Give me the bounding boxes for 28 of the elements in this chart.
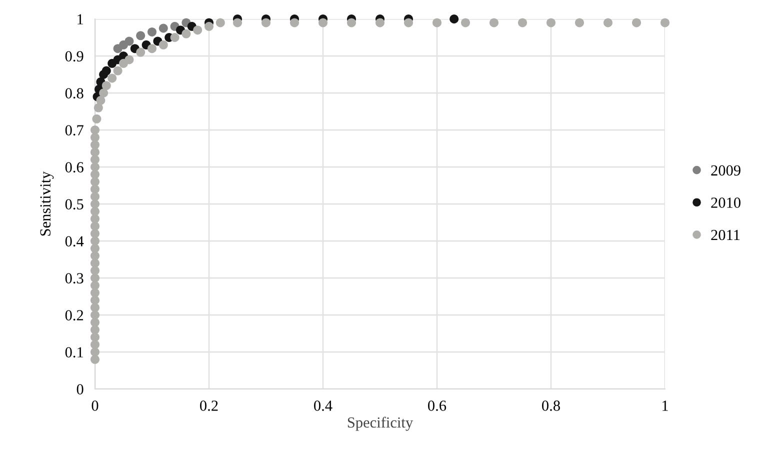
point (148, 27, 156, 36)
legend-label: 2010 (711, 198, 740, 208)
x-tick-label: 0.4 (314, 400, 332, 411)
legend-label: 2009 (711, 165, 740, 176)
legend-label: 2011 (711, 230, 740, 240)
point (158, 24, 168, 33)
y-tick-label: 0.9 (65, 51, 84, 62)
point (136, 31, 146, 40)
x-tick-label: 0 (92, 400, 98, 411)
y-tick-label: 0.1 (65, 347, 83, 358)
y-tick-label: 0.3 (65, 273, 84, 284)
point (124, 36, 134, 46)
x-tick-label: 1 (662, 400, 668, 411)
y-tick-label: 0.5 (65, 199, 84, 210)
y-axis-title: Sensitivity (40, 171, 54, 236)
y-tick-label: 0.4 (65, 236, 84, 247)
y-tick-label: 1 (78, 14, 83, 24)
y-tick-label: 0 (76, 384, 84, 394)
y-tick-label: 0.2 (65, 310, 84, 321)
x-tick-label: 0.8 (542, 400, 560, 411)
point (102, 66, 111, 76)
x-axis-title: Specificity (348, 416, 414, 431)
x-tick-label: 0.6 (428, 400, 446, 411)
y-tick-label: 0.6 (65, 162, 84, 173)
y-tick-label: 0.7 (65, 125, 84, 136)
y-tick-label: 0.8 (65, 88, 84, 99)
x-tick-label: 0.2 (200, 400, 218, 411)
point (450, 14, 459, 24)
